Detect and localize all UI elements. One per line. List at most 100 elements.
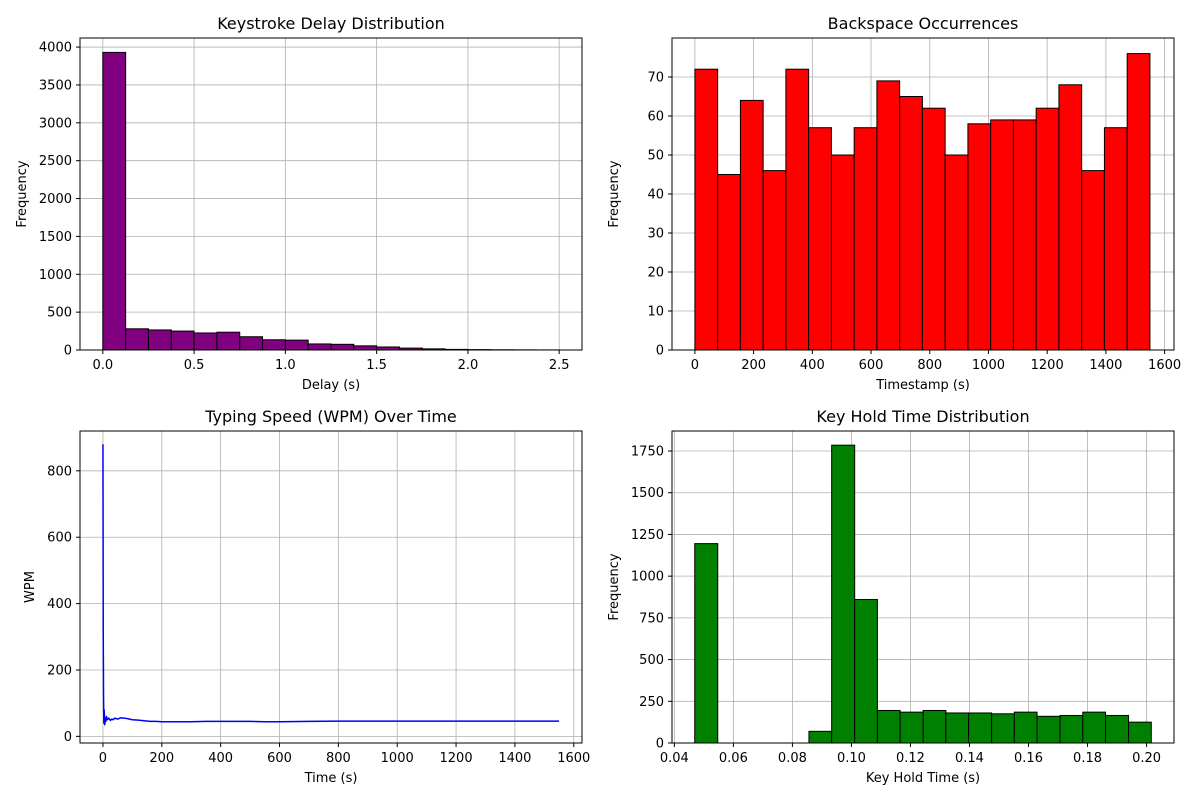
x-tick-label: 1200 <box>440 751 473 766</box>
y-tick-label: 10 <box>647 305 664 320</box>
x-tick-label: 1200 <box>1031 358 1064 373</box>
y-tick-label: 750 <box>639 611 664 626</box>
x-tick-label: 0.14 <box>955 751 984 766</box>
histogram-bar <box>1013 711 1038 744</box>
histogram-bar <box>1059 714 1084 744</box>
x-tick-label: 0.08 <box>778 751 807 766</box>
y-tick-label: 1750 <box>631 445 664 460</box>
y-tick-label: 70 <box>647 71 664 86</box>
chart-title: Keystroke Delay Distribution <box>217 14 445 33</box>
y-tick-label: 0 <box>656 737 664 752</box>
histogram-bar <box>808 730 833 744</box>
y-tick-label: 200 <box>47 663 72 678</box>
y-tick-label: 1000 <box>39 268 72 283</box>
x-tick-label: 600 <box>267 751 292 766</box>
chart-title: Backspace Occurrences <box>828 14 1019 33</box>
y-axis-label: Frequency <box>607 553 622 620</box>
y-axis-label: WPM <box>23 571 38 603</box>
histogram-bar <box>353 345 378 351</box>
histogram-bar <box>216 331 241 351</box>
chart-1: 0.0 0.5 1.0 1.5 2.0 2.5 0 500 1000 1500 2000 2500 30… <box>15 14 583 393</box>
y-tick-label: 600 <box>47 531 72 546</box>
x-tick-label: 400 <box>800 358 825 373</box>
x-tick-label: 1400 <box>1089 358 1122 373</box>
histogram-bar <box>945 712 970 744</box>
y-tick-label: 400 <box>47 597 72 612</box>
x-tick-label: 1.0 <box>275 358 296 373</box>
histogram-bar <box>854 599 878 744</box>
y-tick-label: 30 <box>647 227 664 242</box>
histogram-bar <box>102 51 127 351</box>
histogram-bar <box>193 332 218 351</box>
y-tick-label: 60 <box>647 110 664 125</box>
histogram-bar <box>170 330 195 351</box>
histogram-bar <box>808 127 832 351</box>
chart-3: 0 200 400 600 800 1000 1200 1400 1600 0 200 400 600 8… <box>23 407 590 786</box>
chart-2: 0 200 400 600 800 1000 1200 1400 1600 0 10 20 30 40 50… <box>607 14 1181 393</box>
x-tick-label: 2.5 <box>549 358 570 373</box>
y-tick-label: 2000 <box>39 192 72 207</box>
histogram-bar <box>831 444 856 744</box>
x-tick-label: 1600 <box>1148 358 1181 373</box>
x-tick-label: 0.0 <box>92 358 113 373</box>
chart-title: Key Hold Time Distribution <box>816 407 1029 426</box>
histogram-bar <box>1035 107 1060 351</box>
y-tick-label: 50 <box>647 149 664 164</box>
histogram-bar <box>717 174 741 351</box>
histogram-bar <box>1082 711 1107 744</box>
x-tick-label: 1.5 <box>366 358 387 373</box>
histogram-bar <box>1103 127 1128 351</box>
histogram-bar <box>968 712 993 744</box>
y-tick-label: 2500 <box>39 154 72 169</box>
y-axis-label: Frequency <box>15 160 30 227</box>
x-tick-label: 1600 <box>557 751 590 766</box>
histogram-bar <box>694 68 719 351</box>
y-tick-label: 3500 <box>39 78 72 93</box>
histogram-bar <box>921 107 946 351</box>
histogram-bar <box>899 96 923 351</box>
x-tick-label: 1000 <box>381 751 414 766</box>
histogram-bar <box>991 713 1015 744</box>
histogram-bar <box>853 127 878 351</box>
series-line <box>102 444 560 726</box>
histogram-bar <box>1128 721 1152 744</box>
histogram-bar <box>1081 170 1105 351</box>
histogram-bar <box>147 329 172 351</box>
x-tick-label: 1000 <box>972 358 1005 373</box>
axes-frame <box>79 37 583 351</box>
histogram-bar <box>739 99 764 351</box>
x-axis-label: Time (s) <box>304 771 358 786</box>
y-tick-label: 250 <box>639 695 664 710</box>
y-tick-label: 20 <box>647 266 664 281</box>
histogram-bar <box>1105 714 1130 744</box>
x-tick-label: 0 <box>691 358 699 373</box>
y-tick-label: 1500 <box>39 230 72 245</box>
x-tick-label: 0.20 <box>1132 751 1161 766</box>
y-tick-label: 500 <box>47 306 72 321</box>
x-tick-label: 0.18 <box>1073 751 1102 766</box>
histogram-bar <box>876 80 901 351</box>
histogram-bar <box>239 336 264 351</box>
histogram-bar <box>1058 84 1083 351</box>
x-tick-label: 400 <box>208 751 233 766</box>
y-tick-label: 3000 <box>39 116 72 131</box>
x-tick-label: 0.10 <box>837 751 866 766</box>
y-tick-label: 1250 <box>631 528 664 543</box>
y-tick-label: 1000 <box>631 570 664 585</box>
y-tick-label: 0 <box>64 730 72 745</box>
y-tick-label: 800 <box>47 464 72 479</box>
y-tick-label: 1500 <box>631 486 664 501</box>
histogram-bar <box>922 709 947 744</box>
histogram-bar <box>1036 715 1061 744</box>
histogram-bar <box>990 119 1014 351</box>
x-tick-label: 0 <box>99 751 107 766</box>
histogram-bar <box>330 343 355 351</box>
histogram-bar <box>830 154 855 351</box>
y-tick-label: 0 <box>64 344 72 359</box>
x-axis-label: Timestamp (s) <box>875 378 970 393</box>
x-axis-label: Key Hold Time (s) <box>866 771 980 786</box>
histogram-bar <box>785 68 810 351</box>
x-tick-label: 1400 <box>498 751 531 766</box>
axes-frame <box>79 430 583 744</box>
